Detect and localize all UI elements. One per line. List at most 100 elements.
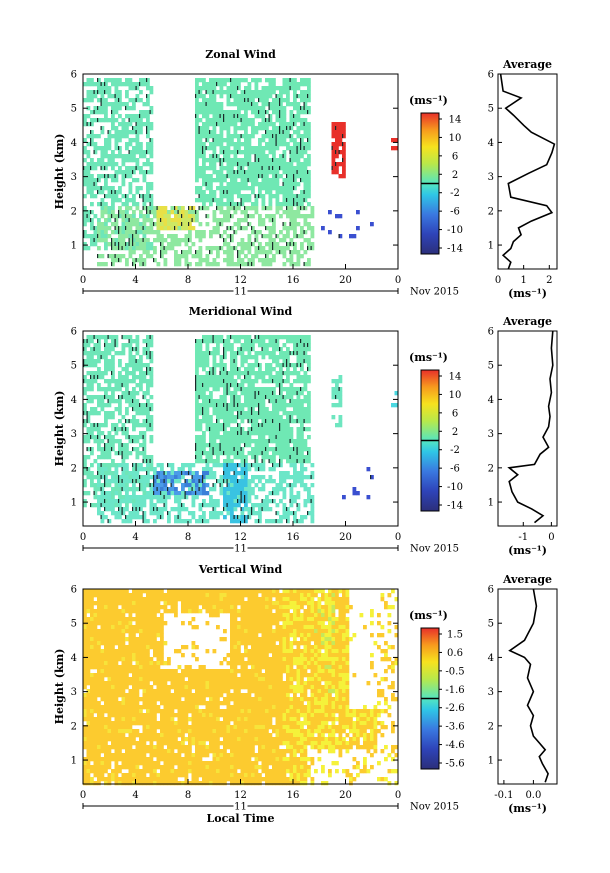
heatmap-cell — [212, 383, 217, 388]
heatmap-cell — [132, 218, 136, 223]
heatmap-contour-fleck — [205, 146, 207, 150]
heatmap-cell — [86, 387, 91, 392]
heatmap-cell — [258, 371, 262, 376]
meridional-heatmap-field — [83, 335, 399, 524]
heatmap-cell — [237, 335, 241, 340]
heatmap-cell — [258, 467, 262, 472]
heatmap-contour-fleck — [268, 114, 270, 118]
heatmap-cell — [244, 391, 248, 396]
heatmap-cell — [132, 407, 136, 412]
heatmap-cell — [132, 387, 136, 392]
average-y-tick-label: 2 — [488, 463, 494, 474]
heatmap-cell — [279, 355, 283, 360]
heatmap-cell — [97, 186, 101, 191]
heatmap-contour-fleck — [93, 90, 95, 94]
heatmap-cell — [107, 467, 112, 472]
heatmap-contour-fleck — [258, 194, 260, 198]
heatmap-cell — [310, 234, 315, 239]
heatmap-cell — [121, 130, 126, 135]
heatmap-contour-fleck — [275, 174, 277, 178]
heatmap-cell — [244, 415, 248, 420]
heatmap-cell — [212, 475, 217, 480]
heatmap-cell — [118, 507, 122, 512]
heatmap-cell — [303, 487, 308, 492]
heatmap-contour-fleck — [146, 78, 148, 82]
heatmap-cell — [93, 725, 98, 730]
heatmap-cell — [97, 769, 101, 774]
heatmap-cell — [86, 709, 91, 714]
heatmap-cell — [226, 182, 231, 187]
heatmap-cell — [146, 86, 150, 91]
heatmap-cell — [93, 753, 98, 758]
heatmap-cell — [118, 495, 122, 500]
heatmap-cell — [93, 186, 98, 191]
heatmap-cell — [90, 613, 94, 618]
heatmap-cell — [149, 439, 154, 444]
heatmap-contour-fleck — [83, 347, 85, 351]
heatmap-cell — [104, 150, 108, 155]
heatmap-cell — [97, 483, 101, 488]
heatmap-cell — [195, 403, 199, 408]
heatmap-cell — [219, 371, 224, 376]
heatmap-cell — [93, 234, 98, 239]
heatmap-contour-fleck — [142, 515, 144, 519]
heatmap-cell — [191, 254, 196, 259]
heatmap-contour-fleck — [219, 222, 221, 226]
heatmap-cell — [244, 210, 248, 215]
heatmap-cell — [303, 355, 308, 360]
heatmap-cell — [226, 439, 231, 444]
heatmap-cell — [121, 395, 126, 400]
heatmap-cell — [254, 411, 259, 416]
heatmap-cell — [191, 511, 196, 516]
heatmap-cell — [209, 471, 213, 476]
heatmap-cell — [198, 503, 203, 508]
heatmap-cell — [240, 483, 245, 488]
heatmap-cell — [167, 487, 171, 492]
heatmap-cell — [121, 335, 126, 340]
heatmap-cell — [240, 122, 245, 127]
heatmap-cell — [132, 202, 136, 207]
heatmap-cell — [100, 761, 105, 766]
heatmap-cell — [177, 515, 182, 520]
heatmap-cell — [139, 118, 143, 123]
heatmap-cell — [104, 138, 108, 143]
heatmap-contour-fleck — [275, 399, 277, 403]
heatmap-cell — [83, 637, 87, 642]
heatmap-contour-fleck — [100, 355, 102, 359]
heatmap-cell — [125, 491, 129, 496]
heatmap-cell — [202, 190, 206, 195]
heatmap-contour-fleck — [181, 222, 183, 226]
heatmap-contour-fleck — [177, 210, 179, 214]
heatmap-cell — [195, 483, 199, 488]
heatmap-cell — [135, 383, 140, 388]
heatmap-cell — [149, 351, 154, 356]
heatmap-cell — [247, 435, 252, 440]
heatmap-cell — [135, 166, 140, 171]
heatmap-contour-fleck — [163, 479, 165, 483]
heatmap-cell — [230, 407, 234, 412]
heatmap-cell — [226, 242, 231, 247]
heatmap-cell — [177, 206, 182, 211]
heatmap-cell — [97, 411, 101, 416]
heatmap-contour-fleck — [296, 459, 298, 463]
heatmap-cell — [156, 206, 161, 211]
heatmap-cell — [296, 114, 301, 119]
y-tick-label: 4 — [71, 138, 77, 149]
heatmap-cell — [272, 427, 276, 432]
heatmap-cell — [125, 419, 129, 424]
heatmap-cell — [191, 210, 196, 215]
heatmap-cell — [142, 174, 147, 179]
heatmap-cell — [272, 467, 276, 472]
heatmap-cell — [233, 186, 238, 191]
heatmap-cell — [272, 391, 276, 396]
heatmap-cell — [240, 403, 245, 408]
heatmap-contour-fleck — [216, 122, 218, 126]
heatmap-cell — [205, 343, 210, 348]
heatmap-cell — [195, 455, 199, 460]
heatmap-cell — [307, 94, 311, 99]
heatmap-cell — [240, 371, 245, 376]
heatmap-cell — [244, 126, 248, 131]
heatmap-cell — [90, 335, 94, 340]
heatmap-cell — [240, 262, 245, 267]
heatmap-contour-fleck — [195, 375, 197, 379]
